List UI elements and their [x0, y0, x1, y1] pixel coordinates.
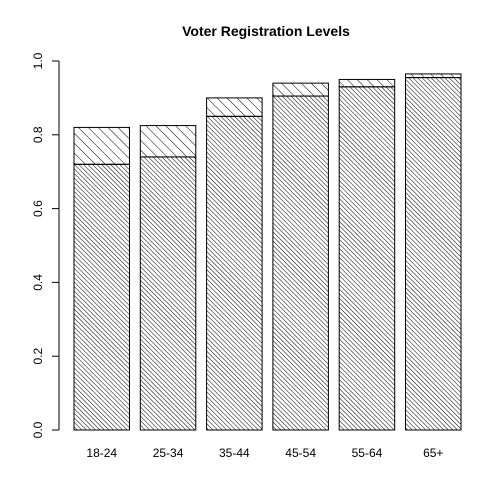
x-tick-label: 55-64	[352, 446, 383, 460]
x-tick-label: 18-24	[86, 446, 117, 460]
bar-registered-25-34	[139, 156, 197, 431]
bar-registered-45-54	[272, 95, 329, 431]
x-tick-label: 45-54	[285, 446, 316, 460]
bar-registered-18-24	[73, 163, 130, 431]
bar-registered-35-44	[206, 115, 263, 431]
x-tick-label: 65+	[423, 446, 443, 460]
bars-layer	[73, 73, 462, 431]
y-axis: 0.0 0.2 0.4 0.6 0.8 1.0	[31, 52, 60, 438]
y-tick-label: 0.6	[31, 200, 45, 217]
x-axis-labels: 18-24 25-34 35-44 45-54 55-64 65+	[86, 446, 443, 460]
bar-registered-65+	[405, 77, 462, 431]
bar-segment-upper-65+	[405, 73, 462, 79]
x-tick-label: 25-34	[153, 446, 184, 460]
y-tick-label: 1.0	[31, 52, 45, 69]
y-tick-label: 0.0	[31, 421, 45, 438]
y-tick-label: 0.8	[31, 126, 45, 143]
y-tick-label: 0.2	[31, 348, 45, 365]
bar-segment-upper-25-34	[139, 125, 197, 158]
bar-segment-upper-35-44	[206, 97, 263, 117]
bar-registered-55-64	[338, 86, 396, 431]
x-tick-label: 35-44	[219, 446, 250, 460]
bar-segment-upper-45-54	[272, 82, 329, 97]
chart-title: Voter Registration Levels	[182, 23, 350, 39]
bar-segment-upper-18-24	[73, 126, 130, 165]
y-tick-label: 0.4	[31, 274, 45, 291]
bar-segment-upper-55-64	[338, 78, 396, 88]
